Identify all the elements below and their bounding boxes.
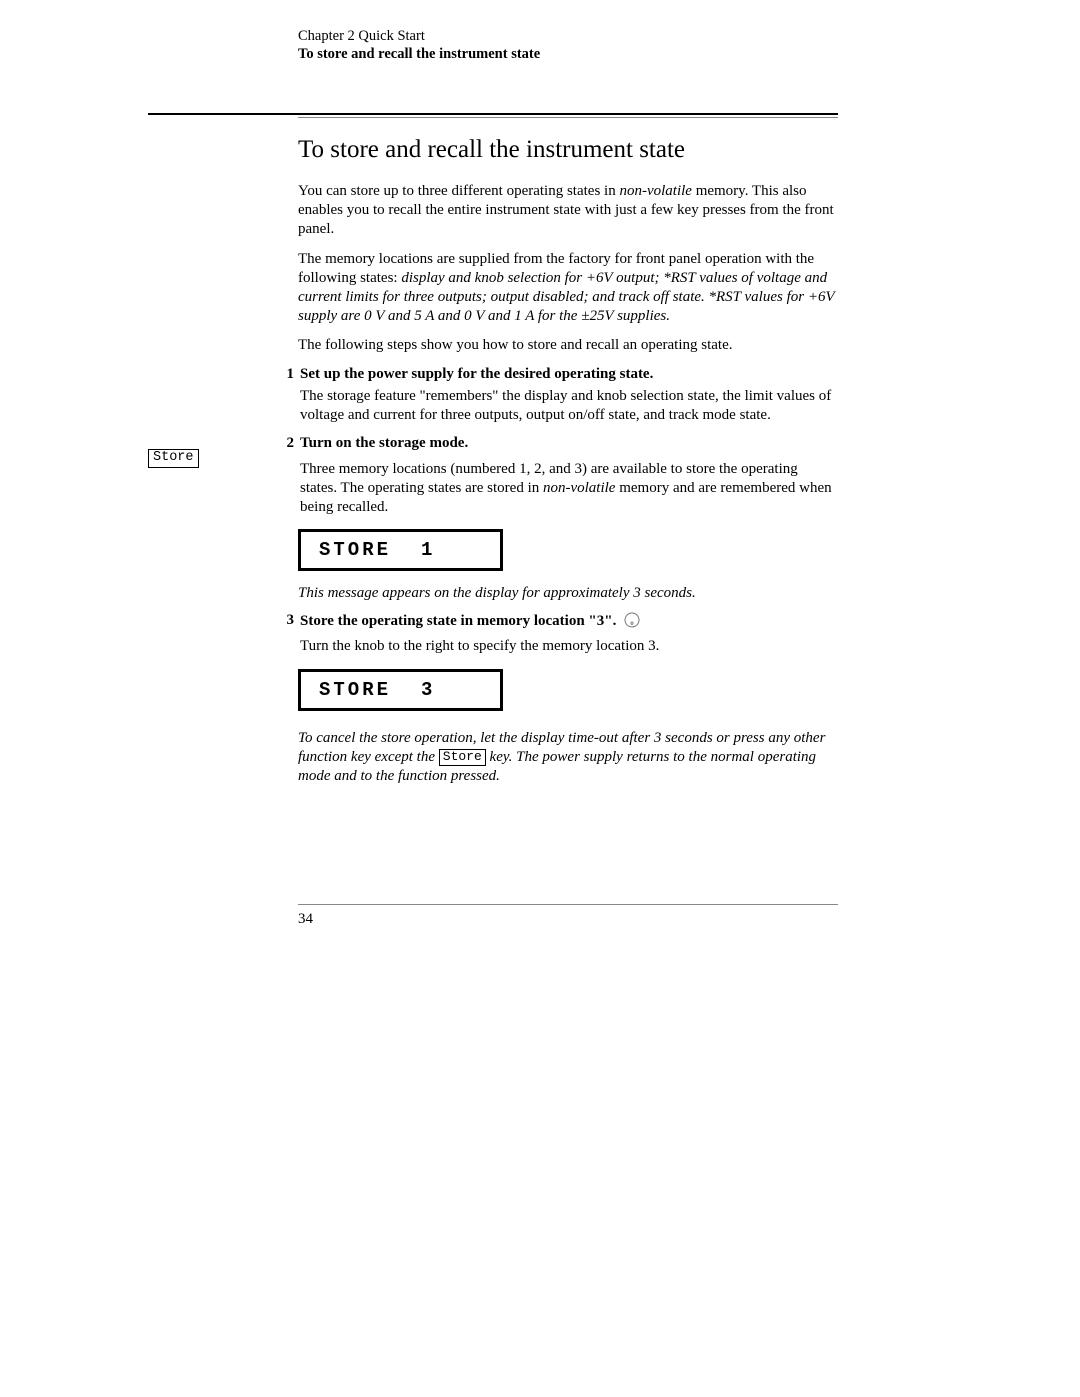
italic-text: non-volatile [543,480,615,496]
page-content: To store and recall the instrument state… [298,136,838,786]
display-readout-2: STORE 3 [298,669,503,711]
text: You can store up to three different oper… [298,183,619,199]
display-digit: 3 [421,679,431,701]
header-rule-thick [148,113,838,115]
page-header: Chapter 2 Quick Start To store and recal… [298,28,980,63]
step-body: Three memory locations (numbered 1, 2, a… [300,460,838,518]
step-number: 2 [274,435,294,518]
section-heading: To store and recall the instrument state [298,136,838,164]
display-caption-1: This message appears on the display for … [298,585,838,602]
step-heading: Set up the power supply for the desired … [300,366,838,383]
step-body: Turn the knob to the right to specify th… [300,637,838,656]
step-1: 1 Set up the power supply for the desire… [298,366,838,425]
step-heading: Store the operating state in memory loca… [300,613,616,629]
display-digit: 1 [421,539,431,561]
intro-paragraph-3: The following steps show you how to stor… [298,336,838,355]
intro-paragraph-1: You can store up to three different oper… [298,182,838,240]
italic-text: non-volatile [619,183,691,199]
display-word: STORE [319,679,391,701]
chapter-label: Chapter 2 Quick Start [298,28,980,45]
manual-page: Chapter 2 Quick Start To store and recal… [148,28,980,928]
header-subtitle: To store and recall the instrument state [298,46,980,63]
page-number: 34 [298,911,980,928]
step-body: The storage feature "remembers" the disp… [300,387,838,425]
cancel-note: To cancel the store operation, let the d… [298,729,838,787]
step-3: 3 Store the operating state in memory lo… [298,612,838,656]
intro-paragraph-2: The memory locations are supplied from t… [298,250,838,327]
header-rule-thin [298,117,838,118]
store-key-label: Store [148,449,199,468]
step-number: 1 [274,366,294,425]
step-2: 2 Turn on the storage mode. Three memory… [298,435,838,518]
step-number: 3 [274,612,294,656]
inline-store-key: Store [439,749,486,766]
knob-icon [624,612,640,633]
display-word: STORE [319,539,391,561]
footer-rule [298,904,838,905]
step-heading: Turn on the storage mode. [300,435,838,452]
display-readout-1: STORE 1 [298,529,503,571]
